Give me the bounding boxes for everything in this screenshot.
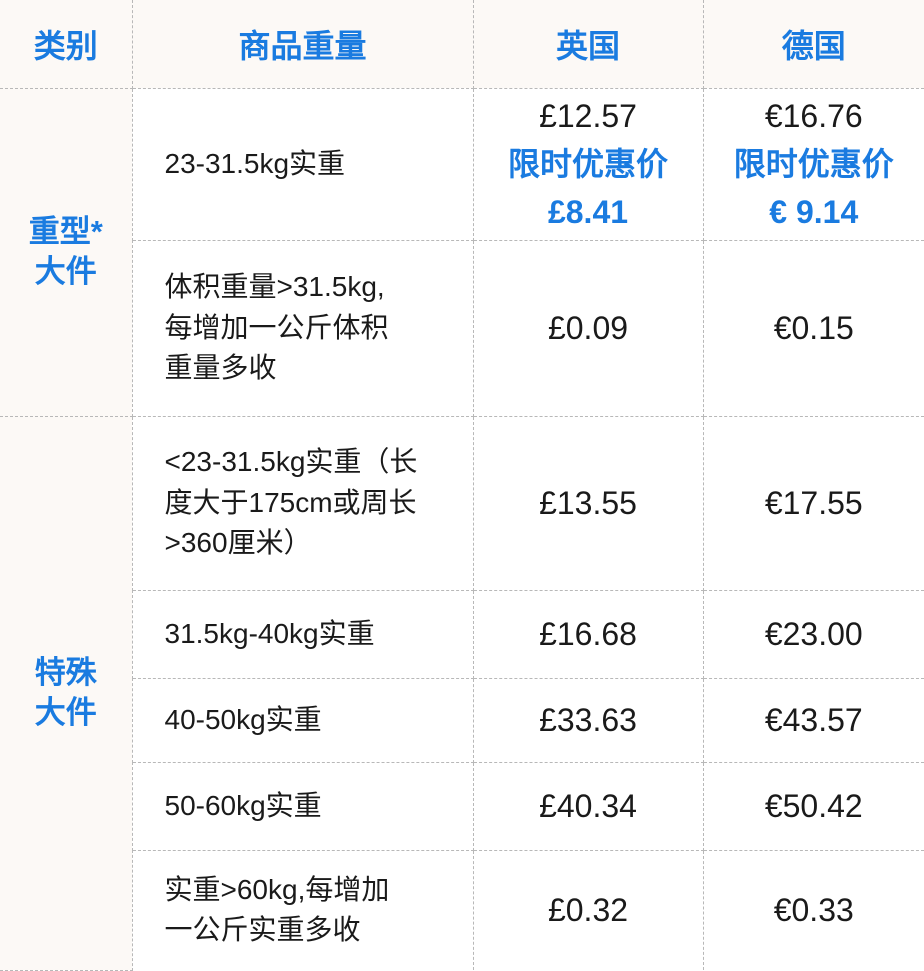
de-price: €23.00	[703, 590, 924, 678]
table-row: 重型* 大件 23-31.5kg实重 £12.57 限时优惠价 £8.41 €1…	[0, 88, 924, 240]
de-price: €50.42	[703, 762, 924, 850]
category-label: 重型* 大件	[29, 214, 103, 289]
table-row: 特殊 大件 <23-31.5kg实重（长 度大于175cm或周长 >360厘米）…	[0, 416, 924, 590]
header-weight: 商品重量	[132, 0, 473, 88]
header-category: 类别	[0, 0, 132, 88]
weight-cell: 31.5kg-40kg实重	[132, 590, 473, 678]
de-promo-price: € 9.14	[704, 188, 924, 236]
de-price: €16.76	[704, 92, 924, 140]
category-heavy: 重型* 大件	[0, 88, 132, 416]
category-label: 特殊 大件	[35, 655, 97, 730]
uk-price: £16.68	[473, 590, 703, 678]
weight-cell: 40-50kg实重	[132, 678, 473, 762]
weight-cell: 50-60kg实重	[132, 762, 473, 850]
de-price: €43.57	[703, 678, 924, 762]
weight-cell: <23-31.5kg实重（长 度大于175cm或周长 >360厘米）	[132, 416, 473, 590]
weight-cell: 体积重量>31.5kg, 每增加一公斤体积 重量多收	[132, 240, 473, 416]
de-price-cell: €16.76 限时优惠价 € 9.14	[703, 88, 924, 240]
de-price: €0.33	[703, 850, 924, 970]
table-row: 体积重量>31.5kg, 每增加一公斤体积 重量多收 £0.09 €0.15	[0, 240, 924, 416]
de-promo-label: 限时优惠价	[704, 140, 924, 188]
table-row: 40-50kg实重 £33.63 €43.57	[0, 678, 924, 762]
header-row: 类别 商品重量 英国 德国	[0, 0, 924, 88]
uk-price: £0.32	[473, 850, 703, 970]
uk-price: £33.63	[473, 678, 703, 762]
uk-price: £0.09	[473, 240, 703, 416]
table-row: 实重>60kg,每增加 一公斤实重多收 £0.32 €0.33	[0, 850, 924, 970]
header-uk: 英国	[473, 0, 703, 88]
de-price: €17.55	[703, 416, 924, 590]
header-de: 德国	[703, 0, 924, 88]
uk-promo-price: £8.41	[474, 188, 703, 236]
de-price: €0.15	[703, 240, 924, 416]
weight-cell: 23-31.5kg实重	[132, 88, 473, 240]
uk-promo-label: 限时优惠价	[474, 140, 703, 188]
weight-cell: 实重>60kg,每增加 一公斤实重多收	[132, 850, 473, 970]
uk-price: £40.34	[473, 762, 703, 850]
table-row: 31.5kg-40kg实重 £16.68 €23.00	[0, 590, 924, 678]
category-special: 特殊 大件	[0, 416, 132, 970]
uk-price-cell: £12.57 限时优惠价 £8.41	[473, 88, 703, 240]
table-row: 50-60kg实重 £40.34 €50.42	[0, 762, 924, 850]
uk-price: £13.55	[473, 416, 703, 590]
uk-price: £12.57	[474, 92, 703, 140]
